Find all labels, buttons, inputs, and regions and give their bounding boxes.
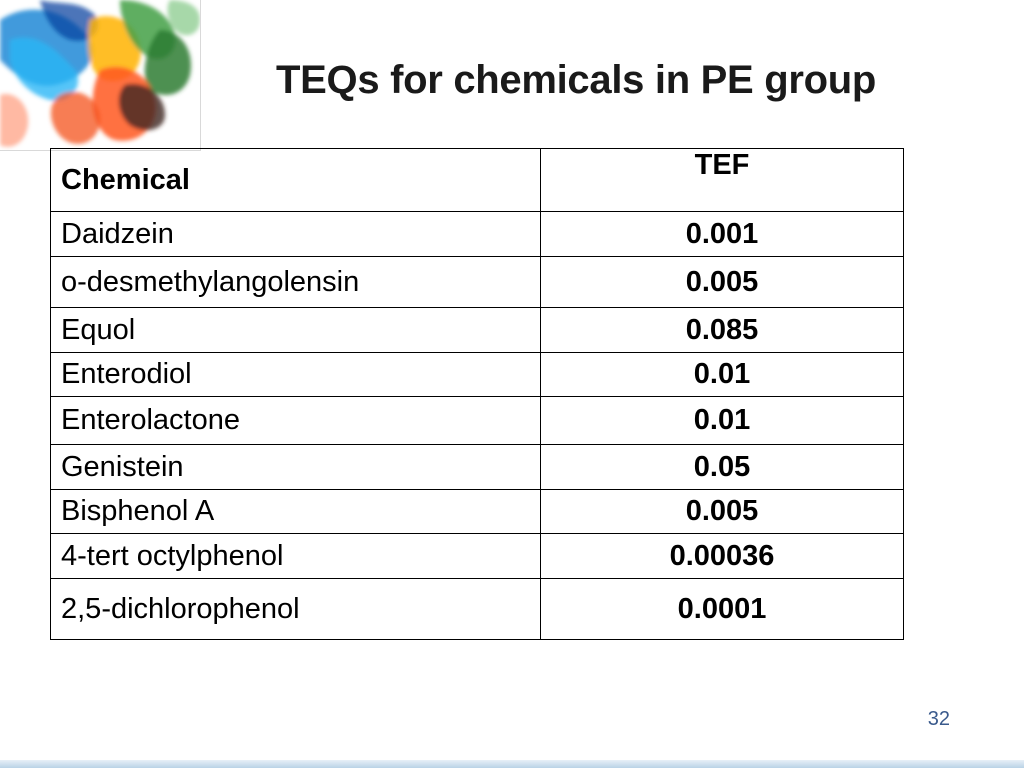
tef-value: 0.01 bbox=[540, 396, 904, 445]
chemical-name: Bisphenol A bbox=[50, 489, 541, 534]
table-row: Bisphenol A 0.005 bbox=[50, 489, 904, 534]
tef-value: 0.00036 bbox=[540, 533, 904, 579]
chemical-name: Enterodiol bbox=[50, 352, 541, 397]
ink-splash-image bbox=[0, 0, 201, 151]
table-row: 2,5-dichlorophenol 0.0001 bbox=[50, 578, 904, 640]
chemical-name: 4-tert octylphenol bbox=[50, 533, 541, 579]
chemical-name: 2,5-dichlorophenol bbox=[50, 578, 541, 640]
bottom-decorative-bar bbox=[0, 760, 1024, 768]
tef-value: 0.001 bbox=[540, 211, 904, 257]
header-chemical: Chemical bbox=[50, 148, 541, 212]
header-tef: TEF bbox=[540, 148, 904, 212]
tef-table: Chemical TEF Daidzein 0.001 o-desmethyla… bbox=[50, 148, 904, 640]
table-row: Equol 0.085 bbox=[50, 307, 904, 353]
slide-title: TEQs for chemicals in PE group bbox=[276, 58, 877, 102]
tef-value: 0.0001 bbox=[540, 578, 904, 640]
page-number: 32 bbox=[927, 708, 950, 730]
table-header-row: Chemical TEF bbox=[50, 148, 904, 212]
chemical-name: Equol bbox=[50, 307, 541, 353]
chemical-name: Enterolactone bbox=[50, 396, 541, 445]
table-row: o-desmethylangolensin 0.005 bbox=[50, 256, 904, 308]
tef-value: 0.01 bbox=[540, 352, 904, 397]
tef-value: 0.005 bbox=[540, 256, 904, 308]
table-row: Daidzein 0.001 bbox=[50, 211, 904, 257]
table-row: 4-tert octylphenol 0.00036 bbox=[50, 533, 904, 579]
tef-value: 0.005 bbox=[540, 489, 904, 534]
tef-value: 0.05 bbox=[540, 444, 904, 490]
chemical-name: o-desmethylangolensin bbox=[50, 256, 541, 308]
table-row: Genistein 0.05 bbox=[50, 444, 904, 490]
chemical-name: Genistein bbox=[50, 444, 541, 490]
table-row: Enterolactone 0.01 bbox=[50, 396, 904, 445]
chemical-name: Daidzein bbox=[50, 211, 541, 257]
tef-value: 0.085 bbox=[540, 307, 904, 353]
table-row: Enterodiol 0.01 bbox=[50, 352, 904, 397]
